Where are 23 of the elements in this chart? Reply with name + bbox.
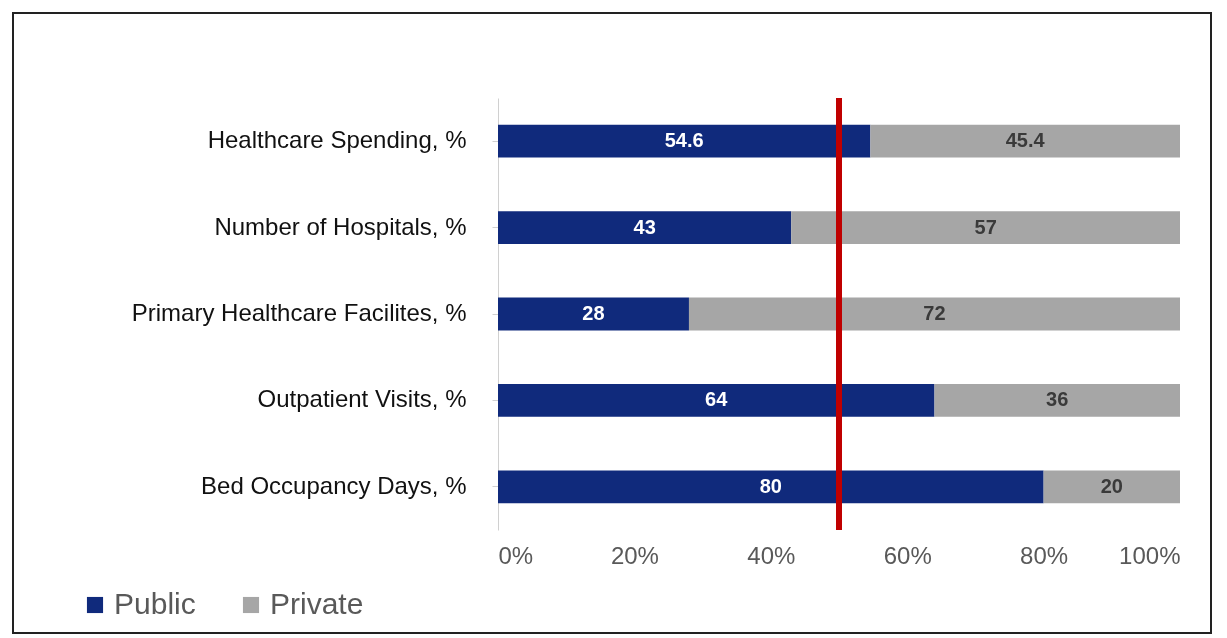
x-tick-label: 60% xyxy=(883,541,932,569)
data-label: 28 xyxy=(582,302,605,324)
legend-label: Public xyxy=(114,587,196,620)
y-tick-label: Outpatient Visits, % xyxy=(257,385,467,413)
data-label: 64 xyxy=(705,388,729,411)
data-label: 36 xyxy=(1046,388,1069,411)
y-tick-label: Number of Hospitals, % xyxy=(214,212,467,240)
x-tick-label: 100% xyxy=(1119,541,1181,569)
x-tick-label: 80% xyxy=(1020,541,1069,569)
data-label: 72 xyxy=(923,302,946,324)
data-label: 45.4 xyxy=(1005,129,1046,152)
x-tick-label: 20% xyxy=(610,541,659,569)
data-label: 57 xyxy=(974,215,997,238)
y-tick-label: Healthcare Spending, % xyxy=(207,126,467,154)
y-tick-label: Primary Healthcare Facilites, % xyxy=(131,299,467,326)
data-label: 43 xyxy=(633,215,656,238)
data-label: 80 xyxy=(759,474,782,497)
data-label: 54.6 xyxy=(664,129,704,152)
legend-label: Private xyxy=(270,587,364,620)
data-label: 20 xyxy=(1100,474,1123,497)
y-tick-label: Bed Occupancy Days, % xyxy=(201,471,467,499)
x-tick-label: 0% xyxy=(498,541,534,569)
x-tick-label: 40% xyxy=(747,541,796,569)
